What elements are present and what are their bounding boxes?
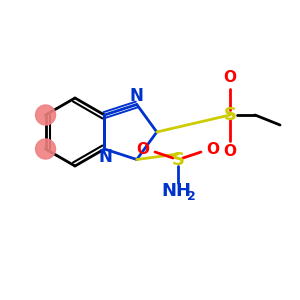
Text: S: S (172, 151, 184, 169)
Text: N: N (130, 88, 144, 106)
Text: O: O (224, 70, 236, 86)
Circle shape (36, 139, 56, 159)
Text: O: O (206, 142, 220, 158)
Text: S: S (224, 106, 236, 124)
Text: NH: NH (161, 182, 191, 200)
Text: O: O (224, 145, 236, 160)
Text: N: N (98, 148, 112, 166)
Text: O: O (136, 142, 149, 158)
Circle shape (36, 105, 56, 125)
Text: 2: 2 (187, 190, 195, 202)
